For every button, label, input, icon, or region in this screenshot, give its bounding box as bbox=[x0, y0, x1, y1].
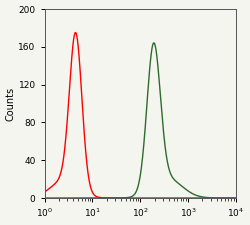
Y-axis label: Counts: Counts bbox=[6, 86, 16, 121]
